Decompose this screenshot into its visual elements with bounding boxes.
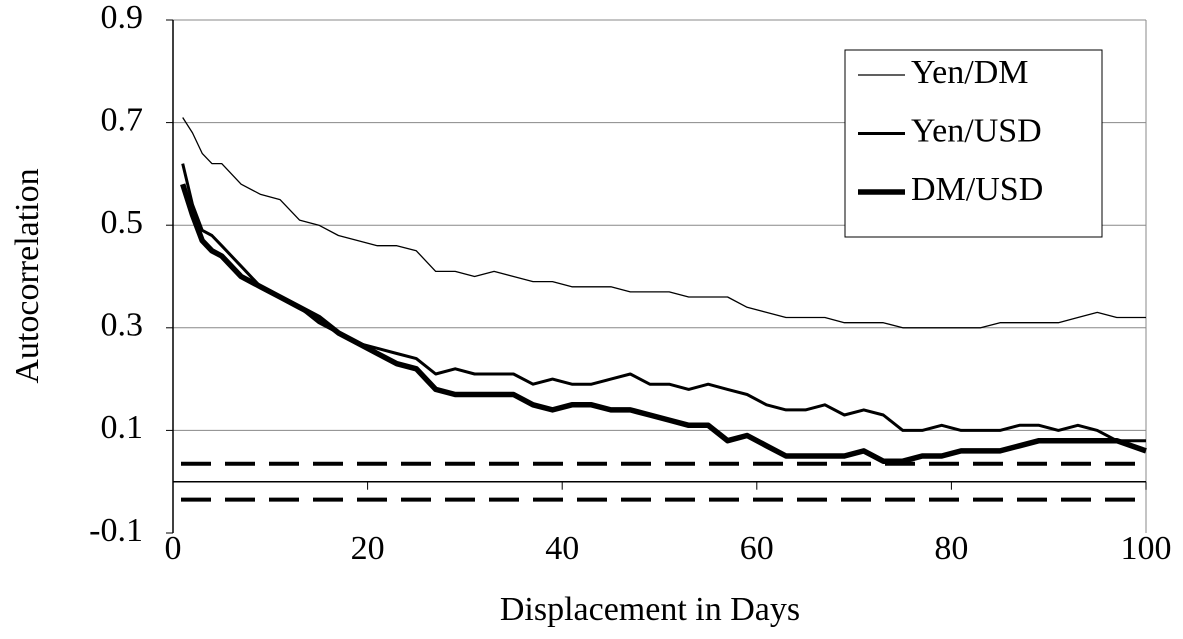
y-tick-label: 0.1: [101, 409, 144, 446]
y-tick-label: 0.3: [101, 307, 144, 344]
legend-label: Yen/DM: [911, 54, 1028, 91]
x-tick-label: 60: [740, 530, 774, 567]
x-tick-label: 80: [934, 530, 968, 567]
y-tick-label: 0.9: [101, 0, 144, 36]
y-tick-label: 0.7: [101, 101, 144, 138]
y-axis-label: Autocorrelation: [9, 168, 46, 383]
legend-box: [844, 49, 1103, 238]
y-tick-label: -0.1: [89, 512, 143, 549]
legend-label: DM/USD: [911, 171, 1043, 208]
x-tick-label: 20: [351, 530, 385, 567]
x-axis-label: Displacement in Days: [500, 591, 800, 628]
y-tick-label: 0.5: [101, 204, 144, 241]
x-tick-label: 0: [165, 530, 182, 567]
legend: Yen/DM Yen/USD DM/USD: [844, 49, 1103, 238]
data-line: [180, 183, 1147, 464]
data-line: [182, 117, 1146, 329]
x-tick-label: 100: [1121, 530, 1172, 567]
legend-label: Yen/USD: [911, 112, 1042, 149]
x-tick-label: 40: [545, 530, 579, 567]
